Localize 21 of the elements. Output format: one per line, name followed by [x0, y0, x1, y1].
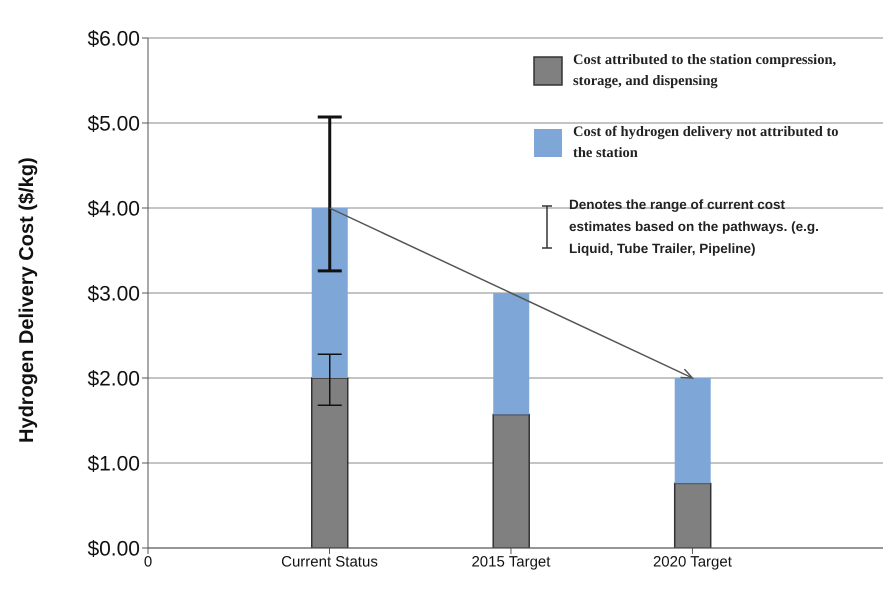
y-tick-label: $1.00: [87, 452, 140, 476]
bar: [674, 482, 712, 548]
annotation: Denotes the range of current cost estimates based on the pathways. (e.g. Liquid, Tube Trailer, Pipeline): [569, 196, 820, 258]
legend-label: Cost attributed to the station compression, storage, and dispensing: [573, 51, 838, 91]
y-tick-label: $6.00: [87, 27, 140, 50]
x-tick-label: Current Status: [281, 554, 378, 571]
bar: [493, 293, 530, 415]
legend-label: Cost of hydrogen delivery not attributed to the station: [573, 123, 840, 163]
bar: [310, 377, 348, 548]
bar: [492, 414, 530, 548]
y-tick-label: $3.00: [87, 282, 140, 306]
x-tick-label: 2015 Target: [471, 554, 552, 571]
y-axis-title: Hydrogen Delivery Cost ($/kg): [16, 157, 38, 443]
y-tick-label: $2.00: [87, 367, 140, 390]
x-tick-label: 0: [144, 554, 152, 571]
y-tick-label: $5.00: [87, 112, 140, 136]
x-tick-label: 2020 Target: [652, 554, 733, 571]
y-tick-label: $0.00: [87, 537, 140, 560]
bar: [674, 378, 711, 484]
bar: [312, 208, 348, 378]
y-tick-label: $4.00: [87, 197, 140, 220]
